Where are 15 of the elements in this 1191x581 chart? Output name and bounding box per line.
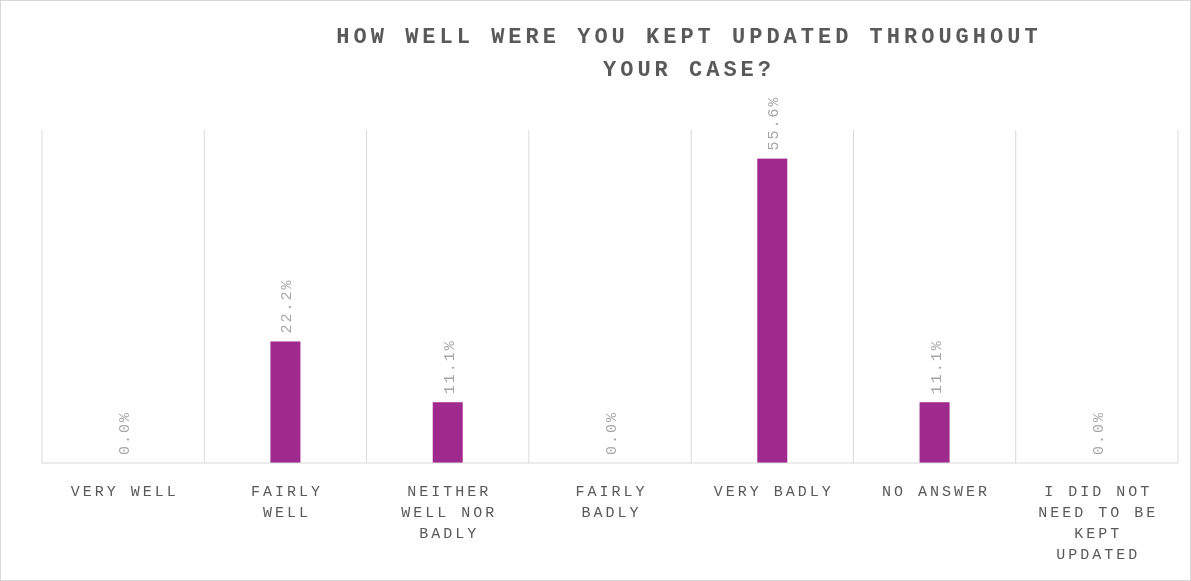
chart-title: HOW WELL WERE YOU KEPT UPDATED THROUGHOUT YOUR CASE? [336, 25, 1042, 83]
data-label: 0.0% [604, 410, 621, 455]
data-label: 0.0% [117, 410, 135, 455]
x-tick-label: FAIRLY BADLY [575, 484, 648, 522]
data-label: 11.1% [441, 339, 459, 395]
data-label: 22.2% [279, 278, 297, 334]
x-tick-label: VERY BADLY [713, 484, 834, 501]
data-label: 11.1% [928, 339, 946, 395]
data-label: 0.0% [1090, 410, 1108, 455]
x-tick-label: NO ANSWER [882, 484, 991, 501]
data-label: 55.6% [766, 95, 784, 151]
x-tick-label: VERY WELL [70, 484, 179, 501]
x-tick-label: FAIRLY WELL [250, 484, 323, 522]
x-tick-label: NEITHER WELL NOR BADLY [401, 484, 498, 543]
x-tick-label: I DID NOT NEED TO BE KEPT UPDATED [1038, 484, 1159, 564]
